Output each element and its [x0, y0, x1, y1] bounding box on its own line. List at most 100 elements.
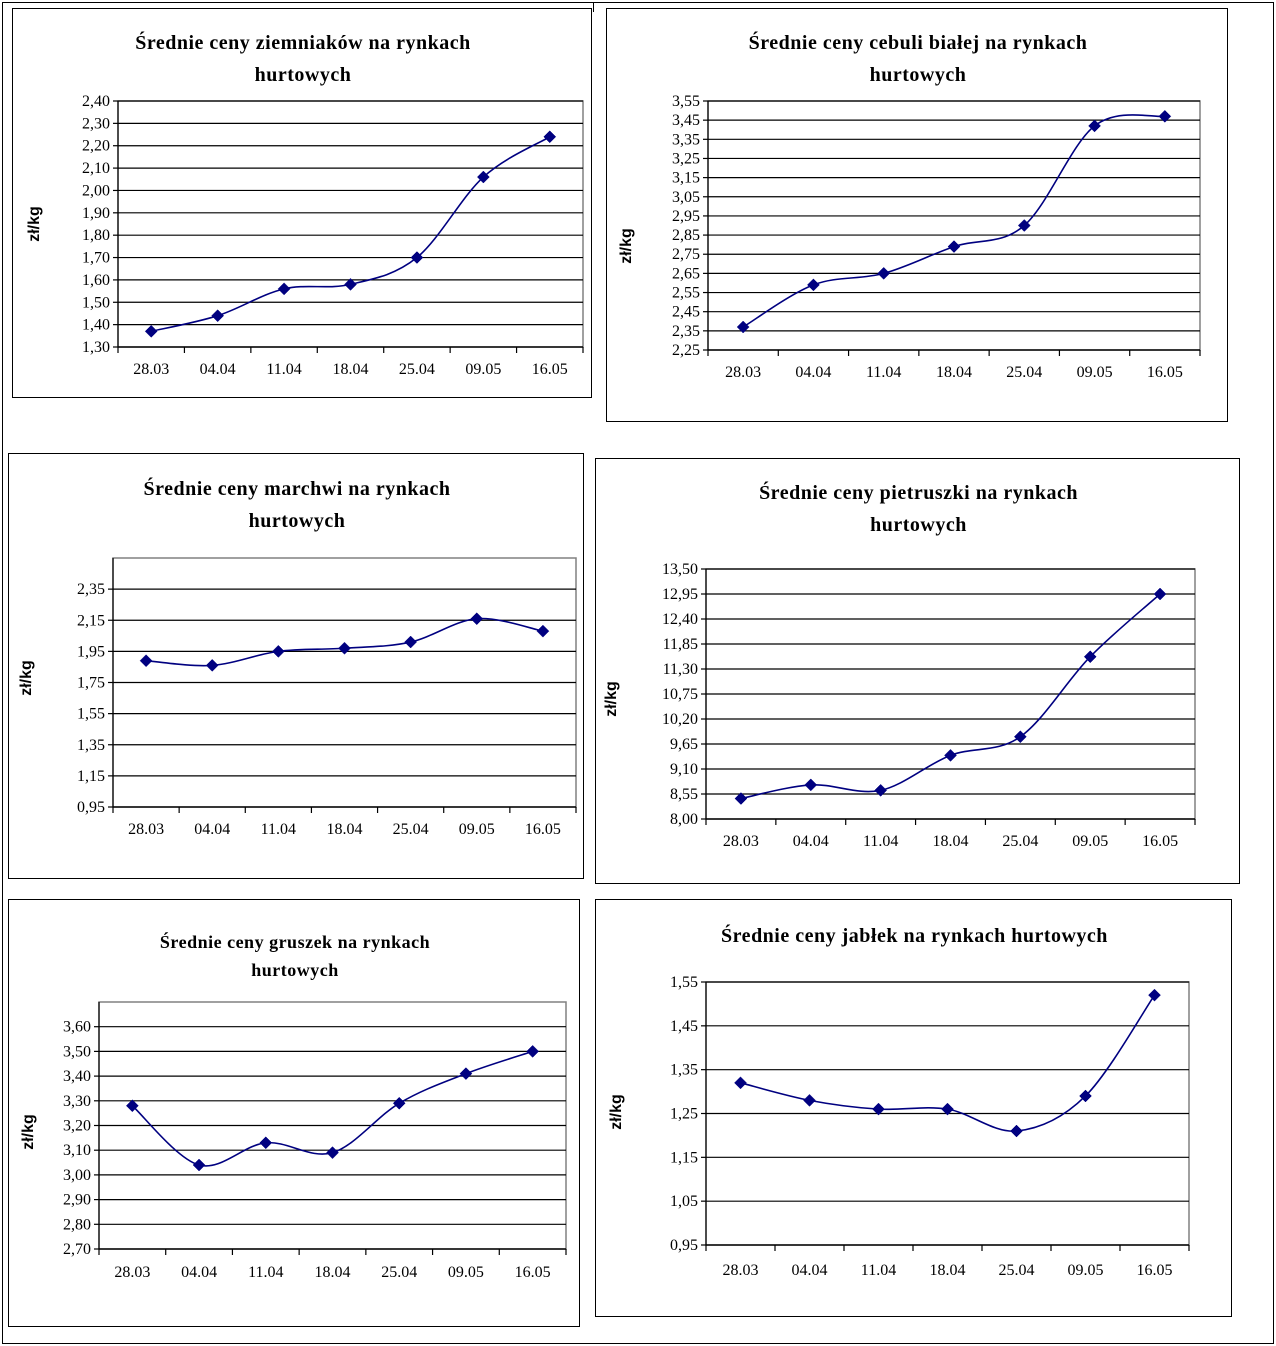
- x-tick-label: 11.04: [266, 361, 301, 378]
- x-tick-label: 04.04: [181, 1264, 217, 1281]
- y-tick-label: 1,30: [82, 339, 110, 356]
- chart-title-line: Średnie ceny ziemniaków na rynkach: [135, 30, 471, 54]
- data-point: [734, 792, 748, 805]
- x-tick-label: 28.03: [128, 821, 164, 838]
- chart-title-line: Średnie ceny pietruszki na rynkach: [759, 480, 1078, 504]
- y-tick-label: 1,90: [82, 205, 110, 222]
- plot-area: [117, 100, 584, 348]
- y-tick-label: 3,60: [63, 1019, 91, 1036]
- data-point: [277, 282, 291, 296]
- y-tick-label: 2,00: [82, 182, 110, 199]
- chart-potatoes: Średnie ceny ziemniaków na rynkach hurtow…: [12, 8, 592, 398]
- y-tick-label: 2,55: [672, 285, 700, 302]
- chart-white-onion: Średnie ceny cebuli białej na rynkach hur…: [606, 8, 1228, 422]
- x-tick-label: 16.05: [1147, 364, 1183, 381]
- x-tick-label: 11.04: [866, 364, 901, 381]
- y-tick-label: 1,15: [77, 768, 105, 785]
- data-point: [874, 784, 887, 797]
- y-axis-label: zł/kg: [26, 206, 43, 242]
- y-tick-label: 8,55: [670, 786, 698, 803]
- data-point: [1158, 109, 1172, 123]
- data-point: [543, 130, 557, 144]
- y-axis-label: zł/kg: [20, 1114, 37, 1150]
- chart-apples: Średnie ceny jabłek na rynkach hurtowych…: [595, 899, 1232, 1317]
- y-tick-label: 2,90: [63, 1192, 91, 1209]
- x-tick-label: 04.04: [194, 821, 230, 838]
- x-tick-label: 16.05: [1137, 1262, 1173, 1279]
- x-tick-label: 09.05: [1077, 364, 1113, 381]
- y-tick-label: 2,15: [77, 612, 105, 629]
- y-tick-label: 1,35: [77, 737, 105, 754]
- y-tick-label: 11,30: [663, 661, 698, 678]
- chart-svg: Średnie ceny gruszek na rynkach hurtowych…: [20, 931, 567, 1281]
- data-point: [1010, 1124, 1023, 1138]
- y-tick-label: 1,75: [77, 675, 105, 692]
- data-point: [344, 278, 357, 291]
- y-tick-label: 3,55: [672, 93, 700, 110]
- y-tick-label: 3,25: [672, 150, 700, 167]
- x-tick-label: 18.04: [327, 821, 363, 838]
- y-tick-label: 2,75: [672, 246, 700, 263]
- x-tick-label: 11.04: [261, 821, 296, 838]
- y-axis-label: zł/kg: [608, 1094, 625, 1130]
- data-point: [804, 778, 818, 792]
- chart-svg: Średnie ceny ziemniaków na rynkach hurtow…: [26, 30, 584, 378]
- data-point: [736, 320, 750, 334]
- x-tick-label: 25.04: [1002, 833, 1038, 850]
- y-tick-label: 1,15: [670, 1149, 698, 1166]
- x-tick-label: 28.03: [723, 833, 759, 850]
- series-line: [740, 593, 1161, 800]
- chart-title-line: Średnie ceny gruszek na rynkach: [160, 931, 430, 952]
- x-tick-label: 18.04: [936, 364, 972, 381]
- data-point: [1083, 650, 1097, 664]
- chart-title-line: hurtowych: [870, 514, 967, 536]
- y-tick-label: 3,05: [672, 189, 700, 206]
- data-point: [941, 1102, 954, 1116]
- y-tick-label: 3,35: [672, 131, 700, 148]
- x-tick-label: 28.03: [723, 1262, 759, 1279]
- data-point: [272, 645, 285, 658]
- data-point: [259, 1136, 273, 1150]
- data-point: [734, 1076, 747, 1090]
- data-point: [404, 635, 417, 649]
- y-tick-label: 2,10: [82, 160, 110, 177]
- chart-pears: Średnie ceny gruszek na rynkach hurtowych…: [8, 899, 580, 1327]
- chart-title-line: hurtowych: [249, 510, 346, 532]
- y-tick-label: 0,95: [670, 1237, 698, 1254]
- data-point: [392, 1096, 406, 1110]
- x-tick-label: 09.05: [1068, 1262, 1104, 1279]
- x-tick-label: 25.04: [393, 821, 429, 838]
- x-tick-label: 04.04: [200, 361, 236, 378]
- data-point: [807, 278, 820, 292]
- x-tick-label: 09.05: [459, 821, 495, 838]
- y-tick-label: 8,00: [670, 811, 698, 828]
- data-point: [477, 170, 490, 184]
- data-point: [459, 1067, 473, 1080]
- y-tick-label: 3,40: [63, 1068, 91, 1085]
- y-axis-label: zł/kg: [618, 228, 635, 264]
- y-tick-label: 1,40: [82, 317, 110, 334]
- y-tick-label: 3,00: [63, 1167, 91, 1184]
- data-point: [872, 1102, 885, 1116]
- y-tick-label: 2,70: [63, 1241, 91, 1258]
- x-tick-label: 25.04: [999, 1262, 1035, 1279]
- y-tick-label: 3,15: [672, 170, 700, 187]
- x-tick-label: 16.05: [532, 361, 568, 378]
- chart-svg: Średnie ceny pietruszki na rynkach hurtow…: [603, 480, 1196, 850]
- x-tick-label: 25.04: [399, 361, 435, 378]
- x-tick-label: 09.05: [465, 361, 501, 378]
- x-tick-label: 16.05: [1142, 833, 1178, 850]
- data-point: [1079, 1089, 1092, 1103]
- chart-title-line: Średnie ceny marchwi na rynkach: [144, 476, 451, 500]
- data-point: [410, 251, 424, 264]
- x-tick-label: 25.04: [1006, 364, 1042, 381]
- y-tick-label: 2,30: [82, 115, 110, 132]
- chart-title-line: hurtowych: [870, 64, 967, 86]
- chart-title-line: hurtowych: [255, 64, 352, 86]
- column-divider: [593, 2, 594, 12]
- y-tick-label: 9,65: [670, 736, 698, 753]
- y-tick-label: 2,35: [672, 323, 700, 340]
- data-point: [1153, 587, 1167, 601]
- y-tick-label: 3,10: [63, 1142, 91, 1159]
